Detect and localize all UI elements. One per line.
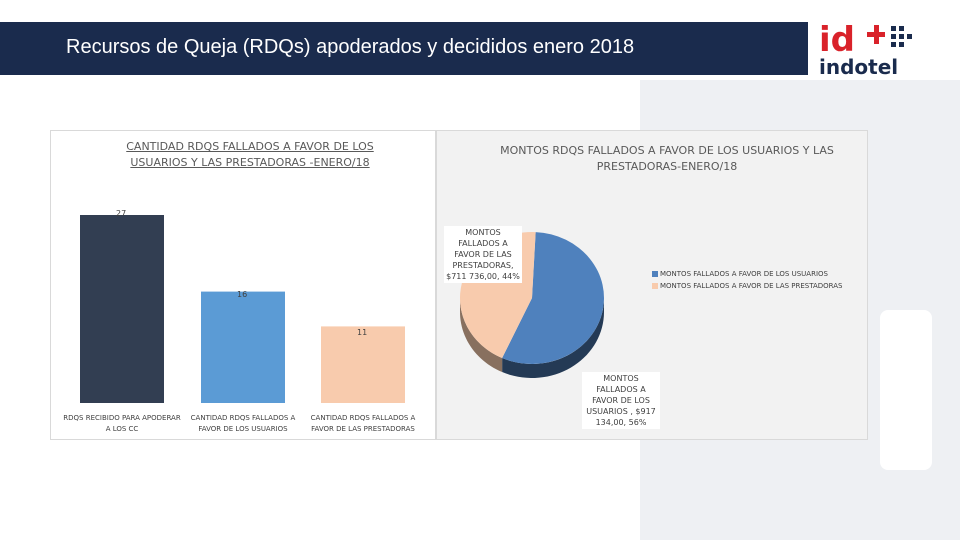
bar-value-label: 16 (237, 289, 248, 299)
bar-value-label: 11 (357, 328, 368, 338)
bar-category-label: CANTIDAD RDQS FALLADOS A FAVOR DE LAS PR… (310, 414, 416, 433)
legend-item: MONTOS FALLADOS A FAVOR DE LOS USUARIOS (652, 268, 842, 280)
title-bar (0, 22, 808, 75)
svg-text:indotel: indotel (819, 55, 898, 79)
bar-category-label: RDQS RECIBIDO PARA APODERAR A LOS CC (63, 414, 181, 433)
svg-text:id: id (819, 20, 855, 60)
bar-2 (201, 291, 285, 403)
pie-label-prestadoras: MONTOS FALLADOS A FAVOR DE LAS PRESTADOR… (444, 226, 522, 283)
pie-label-usuarios: MONTOS FALLADOS A FAVOR DE LOS USUARIOS … (582, 372, 660, 429)
bar-chart-plot (80, 215, 405, 403)
pie-chart-title: MONTOS RDQS FALLADOS A FAVOR DE LOS USUA… (500, 144, 834, 173)
legend-label: MONTOS FALLADOS A FAVOR DE LOS USUARIOS (660, 270, 828, 278)
bar-3 (321, 326, 405, 403)
bar-chart-panel: CANTIDAD RDQS FALLADOS A FAVOR DE LOS US… (50, 130, 436, 440)
legend-swatch (652, 283, 658, 289)
legend-label: MONTOS FALLADOS A FAVOR DE LAS PRESTADOR… (660, 282, 843, 290)
bar-chart-title: CANTIDAD RDQS FALLADOS A FAVOR DE LOS US… (126, 140, 374, 169)
background-shape-corner (880, 310, 932, 470)
legend-item: MONTOS FALLADOS A FAVOR DE LAS PRESTADOR… (652, 280, 842, 292)
bar-category-label: CANTIDAD RDQS FALLADOS A FAVOR DE LOS US… (190, 414, 296, 433)
slide-title: Recursos de Queja (RDQs) apoderados y de… (66, 36, 635, 58)
legend-swatch (652, 271, 658, 277)
indotel-logo: id indotel (813, 20, 943, 80)
bar-value-label: 27 (116, 209, 127, 218)
bar-1 (80, 215, 164, 403)
pie-legend: MONTOS FALLADOS A FAVOR DE LOS USUARIOS … (652, 268, 842, 292)
